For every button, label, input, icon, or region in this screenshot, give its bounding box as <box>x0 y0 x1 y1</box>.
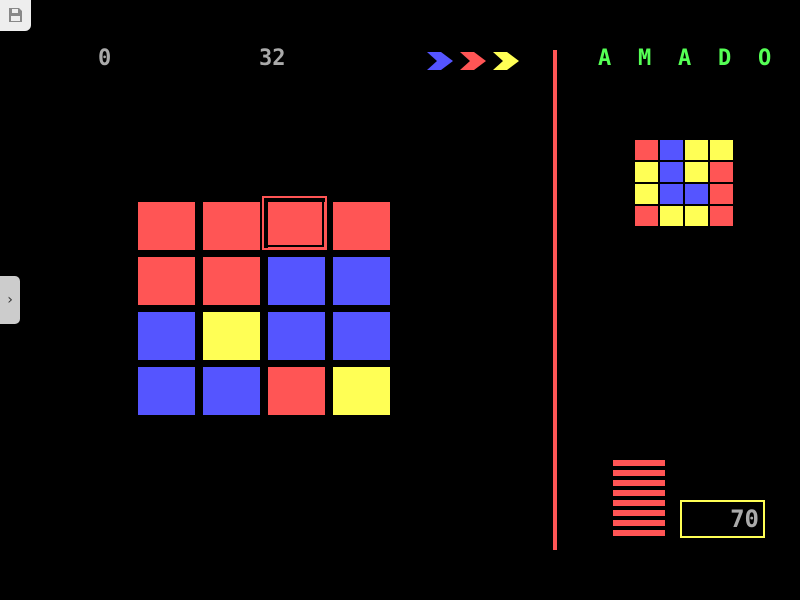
level-bar <box>613 530 665 536</box>
floppy-disk-icon <box>9 8 22 22</box>
score: 0 <box>98 46 112 71</box>
target-cell <box>710 140 733 160</box>
board-cell[interactable] <box>268 312 325 360</box>
board-cell[interactable] <box>138 257 195 305</box>
board-cell[interactable] <box>333 202 390 250</box>
board-cell[interactable] <box>138 367 195 415</box>
target-cell <box>710 184 733 204</box>
level-bar <box>613 460 665 466</box>
board-cell[interactable] <box>333 312 390 360</box>
target-cell <box>660 140 683 160</box>
target-cell <box>685 206 708 226</box>
board-cell[interactable] <box>203 202 260 250</box>
target-cell <box>685 162 708 182</box>
target-cell <box>685 140 708 160</box>
board-cell[interactable] <box>268 367 325 415</box>
level-bar <box>613 470 665 476</box>
board-cell[interactable] <box>268 257 325 305</box>
title-letter: A <box>598 46 612 71</box>
side-panel-toggle[interactable]: › <box>0 276 20 324</box>
target-cell <box>660 184 683 204</box>
board-cell[interactable] <box>203 367 260 415</box>
target-cell <box>685 184 708 204</box>
title-letter: M <box>638 46 652 71</box>
moves-counter: 32 <box>259 46 286 71</box>
board-cell[interactable] <box>203 257 260 305</box>
level-bar <box>613 510 665 516</box>
level-bar <box>613 480 665 486</box>
arrow-icon <box>493 52 519 70</box>
board-cell[interactable] <box>268 202 325 250</box>
target-cell <box>660 162 683 182</box>
target-cell <box>660 206 683 226</box>
counter-box: 70 <box>680 500 765 538</box>
target-cell <box>635 162 658 182</box>
board-cell[interactable] <box>138 202 195 250</box>
divider <box>553 50 557 550</box>
board-cell[interactable] <box>333 367 390 415</box>
level-bar <box>613 500 665 506</box>
level-bar <box>613 490 665 496</box>
target-cell <box>635 184 658 204</box>
title-letter: A <box>678 46 692 71</box>
target-cell <box>710 162 733 182</box>
title-letter: O <box>758 46 772 71</box>
target-cell <box>710 206 733 226</box>
selection-cursor <box>262 196 327 250</box>
board-cell[interactable] <box>203 312 260 360</box>
level-bar <box>613 520 665 526</box>
arrow-icon <box>427 52 453 70</box>
board-cell[interactable] <box>138 312 195 360</box>
chevron-right-icon: › <box>5 292 15 308</box>
save-button[interactable] <box>0 0 31 31</box>
arrow-icon <box>460 52 486 70</box>
title-letter: D <box>718 46 732 71</box>
target-cell <box>635 140 658 160</box>
target-cell <box>635 206 658 226</box>
board-cell[interactable] <box>333 257 390 305</box>
counter-value: 70 <box>730 505 759 533</box>
